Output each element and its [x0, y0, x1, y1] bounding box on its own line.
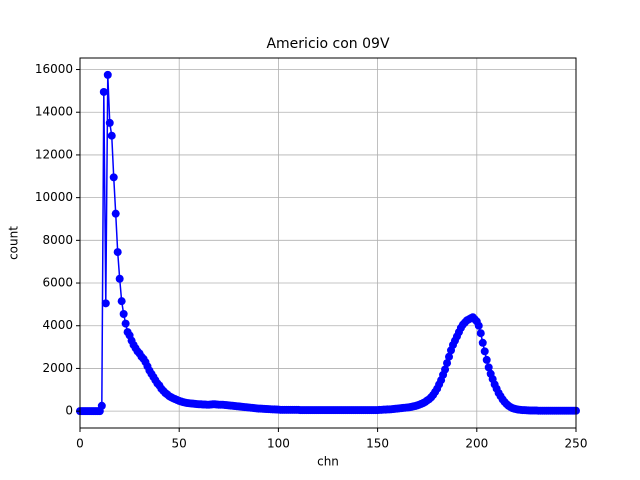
- data-point: [119, 309, 128, 318]
- x-tick-label: 200: [465, 437, 488, 451]
- y-tick-label: 2000: [42, 361, 73, 375]
- y-tick-label: 16000: [35, 62, 73, 76]
- data-point: [103, 70, 112, 79]
- data-point: [478, 338, 487, 347]
- chart-title: Americio con 09V: [266, 36, 389, 52]
- ticks: 0 50 100 150 200 250 0 2000 4000 6000 8000 10000 120…: [35, 62, 588, 450]
- plot: [76, 70, 580, 416]
- x-tick-label: 0: [76, 437, 84, 451]
- data-point: [443, 359, 452, 368]
- data-point: [101, 299, 110, 308]
- x-tick-label: 100: [267, 437, 290, 451]
- data-point: [111, 209, 120, 218]
- data-point: [482, 355, 491, 364]
- y-axis-label: count: [7, 226, 21, 260]
- data-point: [121, 319, 130, 328]
- y-tick-label: 6000: [42, 276, 73, 290]
- data-point: [480, 347, 489, 356]
- data-point: [117, 297, 126, 306]
- x-tick-label: 50: [172, 437, 187, 451]
- y-tick-label: 0: [65, 404, 73, 418]
- data-point: [441, 365, 450, 374]
- y-tick-label: 10000: [35, 190, 73, 204]
- y-tick-label: 8000: [42, 233, 73, 247]
- data-point: [115, 274, 124, 283]
- grid: [79, 58, 577, 428]
- y-tick-label: 4000: [42, 318, 73, 332]
- data-point: [476, 329, 485, 338]
- x-tick-label: 250: [565, 437, 588, 451]
- data-point: [445, 352, 454, 361]
- x-axis-label: chn: [317, 455, 339, 469]
- y-tick-label: 14000: [35, 105, 73, 119]
- data-point: [105, 118, 114, 127]
- y-tick-label: 12000: [35, 147, 73, 161]
- data-point: [484, 363, 493, 372]
- data-point: [474, 321, 483, 330]
- data-point: [99, 87, 108, 96]
- data-point: [109, 173, 118, 182]
- data-point: [97, 401, 106, 410]
- x-tick-label: 150: [366, 437, 389, 451]
- axes-frame: [79, 57, 577, 429]
- data-point: [113, 248, 122, 257]
- data-point: [107, 131, 116, 140]
